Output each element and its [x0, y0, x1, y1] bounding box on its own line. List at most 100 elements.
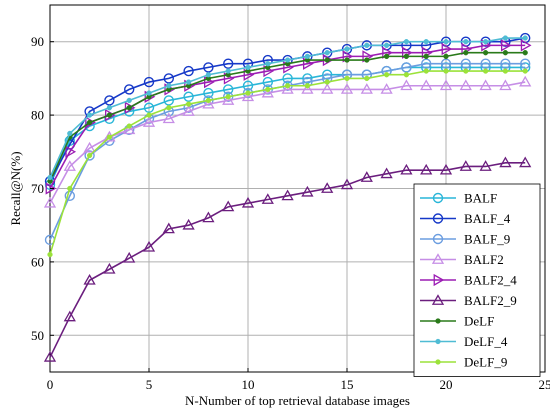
data-point: [304, 83, 311, 89]
data-point: [324, 50, 330, 56]
data-point: [262, 84, 273, 95]
series-balf-4: [44, 32, 531, 187]
data-point: [203, 87, 214, 99]
data-point: [321, 182, 334, 193]
data-point: [222, 94, 235, 105]
legend-item: BALF: [420, 191, 497, 206]
series-line: [49, 81, 526, 204]
legend-item: BALF2_9: [420, 293, 517, 308]
data-point: [403, 53, 410, 60]
data-point: [182, 218, 195, 230]
data-point: [421, 58, 432, 69]
data-point: [65, 145, 77, 158]
data-point: [439, 163, 453, 175]
data-point: [344, 57, 350, 63]
data-point: [423, 39, 429, 45]
data-point: [281, 83, 294, 94]
data-point: [463, 39, 469, 45]
data-point: [400, 163, 413, 175]
data-point: [67, 185, 73, 192]
series-delf-9: [47, 68, 528, 258]
data-point: [400, 79, 413, 91]
data-point: [43, 351, 57, 362]
data-point: [222, 58, 234, 69]
data-point: [185, 79, 192, 85]
data-point: [439, 79, 453, 91]
series-line: [49, 162, 526, 358]
series-delf-4: [47, 35, 528, 181]
data-point: [284, 57, 291, 63]
legend-marker: [433, 273, 445, 287]
data-point: [459, 79, 472, 91]
data-point: [403, 72, 410, 78]
data-point: [500, 58, 511, 69]
data-point: [340, 83, 354, 94]
data-point: [364, 42, 370, 49]
legend-item: BALF2_4: [420, 273, 517, 288]
data-point: [123, 84, 135, 95]
data-point: [383, 53, 390, 60]
series-delf: [47, 50, 528, 184]
data-point: [43, 196, 57, 208]
data-point: [520, 58, 531, 69]
data-point: [146, 90, 152, 96]
data-point: [83, 141, 96, 153]
data-point: [45, 182, 57, 195]
legend-marker: [435, 338, 441, 345]
y-tick-label: 60: [31, 254, 44, 269]
data-point: [520, 39, 532, 52]
data-point: [322, 69, 333, 80]
legend-marker: [432, 192, 444, 204]
data-point: [262, 76, 273, 88]
legend: BALF BALF_4 BALF_9 BALF2 BALF2_4 BALF2_9 DeLF D…: [413, 183, 541, 377]
data-point: [225, 94, 231, 100]
data-point: [522, 68, 528, 74]
data-point: [500, 39, 512, 52]
data-point: [126, 123, 132, 129]
data-point: [182, 105, 195, 116]
data-point: [324, 79, 330, 85]
data-point: [459, 160, 472, 171]
data-point: [340, 178, 354, 190]
data-point: [106, 134, 113, 140]
data-point: [502, 68, 509, 74]
data-point: [519, 75, 532, 87]
data-point: [482, 39, 489, 45]
data-point: [265, 61, 271, 67]
data-point: [302, 73, 313, 84]
data-point: [482, 50, 489, 56]
data-point: [463, 50, 469, 56]
data-point: [126, 97, 132, 104]
data-point: [360, 171, 373, 182]
data-point: [163, 73, 175, 84]
data-point: [163, 95, 175, 106]
legend-item: BALF_4: [420, 211, 511, 226]
data-point: [142, 116, 156, 127]
data-point: [344, 75, 350, 82]
data-point: [423, 53, 429, 60]
data-point: [265, 86, 271, 93]
data-point: [143, 76, 155, 88]
data-point: [63, 160, 76, 171]
data-point: [241, 196, 255, 208]
data-point: [183, 91, 194, 102]
data-point: [423, 68, 429, 74]
data-point: [162, 222, 175, 234]
data-point: [84, 150, 95, 161]
data-point: [401, 62, 412, 73]
data-point: [242, 87, 254, 99]
data-point: [304, 53, 311, 60]
data-point: [420, 79, 433, 91]
data-point: [64, 190, 76, 202]
legend-label: BALF_4: [464, 211, 511, 226]
data-point: [245, 64, 251, 71]
data-point: [166, 105, 172, 111]
y-tick-label: 80: [31, 108, 44, 123]
data-point: [383, 42, 390, 49]
x-axis-title: N-Number of top retrieval database image…: [185, 393, 410, 408]
data-point: [261, 193, 274, 204]
data-point: [142, 240, 156, 252]
data-point: [364, 57, 370, 63]
legend-item: DeLF_9: [420, 355, 507, 370]
